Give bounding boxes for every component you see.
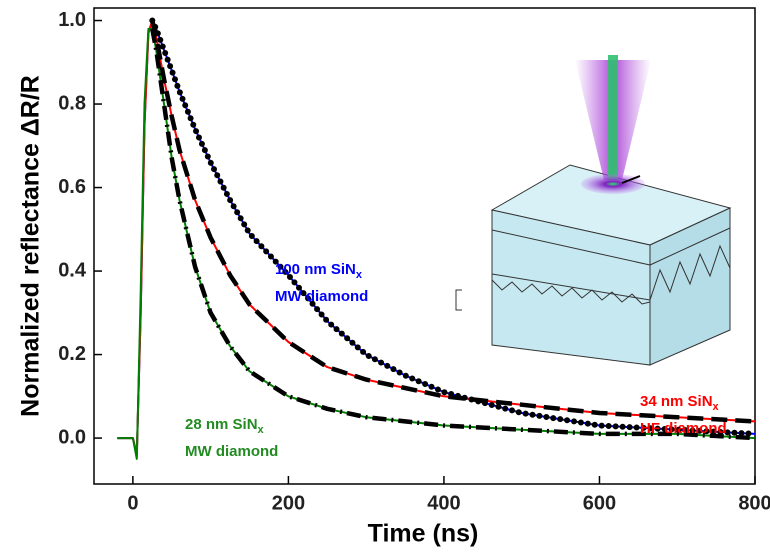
series-line (150, 19, 756, 424)
nucleation-zigzag (491, 279, 651, 305)
annotation-subscript: x (258, 424, 265, 436)
laser-spot (581, 174, 645, 194)
x-tick-label: 200 (272, 492, 305, 514)
inset-diagram (94, 17, 758, 484)
layer-line (491, 229, 651, 266)
block-side (649, 207, 731, 366)
annotation-text: 28 nm SiN (185, 416, 258, 433)
annotation-text: 34 nm SiN (640, 393, 713, 410)
y-tick-label: 0.2 (58, 343, 86, 365)
x-tick-label: 800 (738, 492, 770, 514)
nucleation-zigzag (649, 244, 731, 301)
y-tick-label: 1.0 (58, 9, 86, 31)
series-line (149, 17, 758, 437)
annotation-subscript: x (356, 269, 363, 281)
annotation: MW diamond (185, 443, 278, 460)
y-tick-label: 0.8 (58, 92, 86, 114)
layer-line (491, 273, 651, 301)
annotation: HF diamond (640, 420, 727, 437)
spot-arrow (621, 175, 641, 184)
layer-line (649, 227, 731, 266)
x-tick-label: 400 (427, 492, 460, 514)
annotation-text: 100 nm SiN (275, 261, 356, 278)
tbr-bracket (455, 289, 462, 311)
cw-beam (608, 55, 618, 180)
plot-frame (93, 7, 756, 485)
x-axis-label: Time (ns) (368, 520, 479, 548)
annotation: MW diamond (275, 288, 368, 305)
annotation: 100 nm SiNx (275, 261, 363, 281)
y-tick-label: 0.0 (58, 426, 86, 448)
annotation-subscript: x (713, 401, 720, 413)
series-line (150, 28, 756, 441)
y-tick-label: 0.6 (58, 176, 86, 198)
x-tick-label: 600 (583, 492, 616, 514)
y-axis-label: Normalized reflectance ΔR/R (17, 75, 45, 417)
y-tick-label: 0.4 (58, 259, 87, 281)
annotation: 34 nm SiNx (640, 393, 720, 413)
annotation: 28 nm SiNx (185, 416, 265, 436)
x-tick-label: 0 (127, 492, 138, 514)
